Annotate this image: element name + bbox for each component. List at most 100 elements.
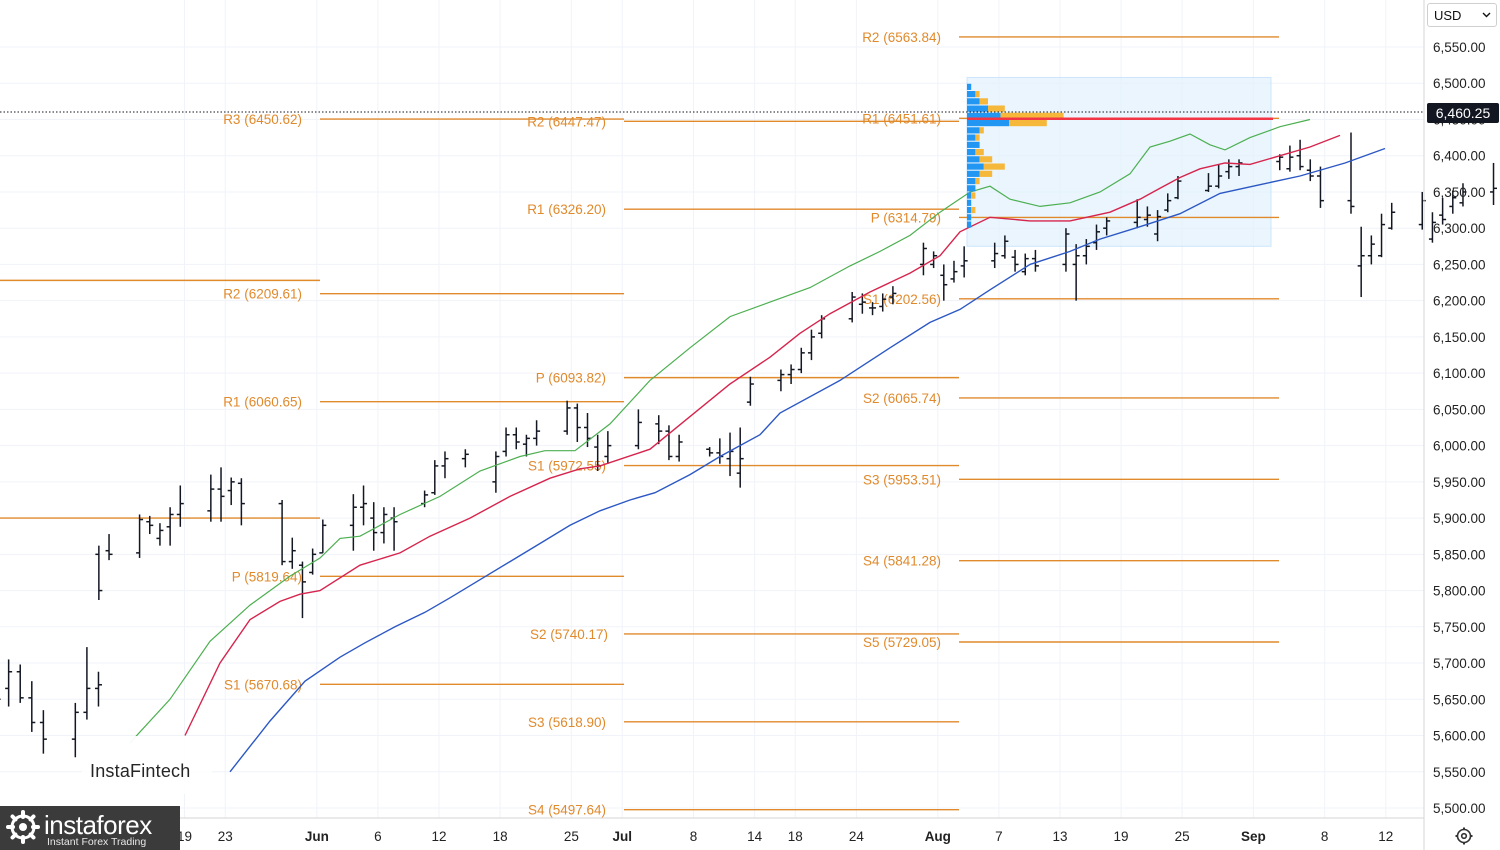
instaforex-tagline: Instant Forex Trading [47,836,147,848]
currency-select[interactable]: USD [1427,3,1497,27]
profile-buy-bar [967,199,972,206]
pivot-label: S5 (5729.05) [863,635,941,650]
instafintech-text: InstaFintech [90,761,191,781]
y-tick-label: 5,550.00 [1433,765,1486,780]
pivot-label: S3 (5618.90) [528,715,606,730]
profile-sell-bar [975,148,984,156]
profile-buy-bar [967,105,988,112]
profile-buy-bar [967,127,980,134]
currency-label: USD [1434,7,1462,23]
ema-slow-line [229,147,1386,773]
ohlc-bars [0,132,1498,758]
y-tick-label: 6,250.00 [1433,257,1486,272]
profile-sell-bar [983,163,1005,170]
volume-profile [967,83,1273,228]
instafintech-watermark: InstaFintech [82,736,212,794]
profile-buy-bar [967,141,980,148]
y-tick-label: 6,050.00 [1433,402,1486,417]
moving-averages [129,118,1386,773]
pivot-label: S1 (6202.56) [863,292,941,307]
ema-mid-line [184,134,1341,736]
profile-buy-bar [967,192,972,199]
profile-buy-bar [967,163,984,170]
pivot-label: S2 (5740.17) [530,627,608,642]
profile-buy-bar [967,221,972,228]
profile-buy-bar [967,98,980,105]
y-tick-label: 5,800.00 [1433,584,1486,599]
x-tick-label: 25 [1175,829,1190,844]
x-tick-label: Jul [612,829,632,844]
pivot-label: S4 (5497.64) [528,803,606,818]
y-tick-label: 6,400.00 [1433,149,1486,164]
x-tick-label: Aug [925,829,951,844]
pivot-label: R1 (6326.20) [527,202,606,217]
y-tick-label: 6,550.00 [1433,40,1486,55]
pivot-label: R1 (6060.65) [223,395,302,410]
profile-buy-bar [967,206,972,214]
y-tick-label: 5,750.00 [1433,620,1486,635]
profile-buy-bar [967,185,976,192]
profile-sell-bar [971,206,976,214]
profile-buy-bar [967,134,976,141]
profile-sell-bar [979,170,993,177]
x-tick-label: Jun [305,829,329,844]
pivot-label: P (6314.79) [871,210,941,225]
instaforex-watermark: instaforex Instant Forex Trading [0,806,180,850]
y-tick-label: 5,600.00 [1433,729,1486,744]
grid [0,0,1424,818]
x-tick-label: 24 [849,829,865,844]
y-tick-label: 6,350.00 [1433,185,1486,200]
profile-buy-bar [967,91,976,98]
profile-sell-bar [1000,112,1064,119]
profile-sell-bar [975,91,980,98]
y-tick-label: 6,200.00 [1433,294,1486,309]
pivot-label: S3 (5953.51) [863,472,941,487]
x-tick-label: 25 [564,829,579,844]
pivot-label: P (6093.82) [536,371,606,386]
chevron-down-icon [1482,12,1491,18]
y-tick-label: 5,900.00 [1433,511,1486,526]
pivot-label: S4 (5841.28) [863,554,941,569]
profile-buy-bar [967,112,1001,119]
y-tick-label: 5,500.00 [1433,801,1486,816]
profile-sell-bar [1009,120,1047,127]
pivot-label: S1 (5972.55) [528,459,606,474]
current-price-label: 6,460.25 [1427,103,1499,123]
profile-buy-bar [967,148,976,156]
y-tick-label: 6,150.00 [1433,330,1486,345]
y-tick-label: 6,500.00 [1433,76,1486,91]
settings-icon[interactable] [1454,826,1474,846]
pivot-label: R2 (6563.84) [862,30,941,45]
instaforex-logo-icon [6,810,40,844]
pivot-label: P (5819.64) [232,569,302,584]
y-tick-label: 6,100.00 [1433,366,1486,381]
y-tick-label: 6,300.00 [1433,221,1486,236]
profile-sell-bar [979,98,988,105]
profile-sell-bar [971,192,976,199]
x-tick-label: 6 [374,829,382,844]
x-tick-label: 8 [1321,829,1329,844]
y-tick-label: 6,000.00 [1433,439,1486,454]
y-tick-label: 5,700.00 [1433,656,1486,671]
pivot-label: R2 (6209.61) [223,287,302,302]
profile-buy-bar [967,177,976,185]
profile-sell-bar [979,127,984,134]
profile-sell-bar [975,177,980,185]
profile-buy-bar [967,83,972,90]
profile-buy-bar [967,214,972,221]
x-tick-label: Sep [1241,829,1266,844]
pivot-label: S2 (6065.74) [863,391,941,406]
x-tick-label: 13 [1052,829,1067,844]
volume-profile-value-area [966,76,1272,247]
x-tick-label: 14 [747,829,763,844]
pivot-label: R2 (6447.47) [527,114,606,129]
value-area-box [966,76,1272,247]
profile-sell-bar [975,134,980,141]
profile-sell-bar [979,156,993,163]
y-tick-label: 5,850.00 [1433,547,1486,562]
instaforex-name: instaforex [44,810,152,840]
profile-buy-bar [967,120,1009,127]
x-tick-label: 7 [995,829,1003,844]
